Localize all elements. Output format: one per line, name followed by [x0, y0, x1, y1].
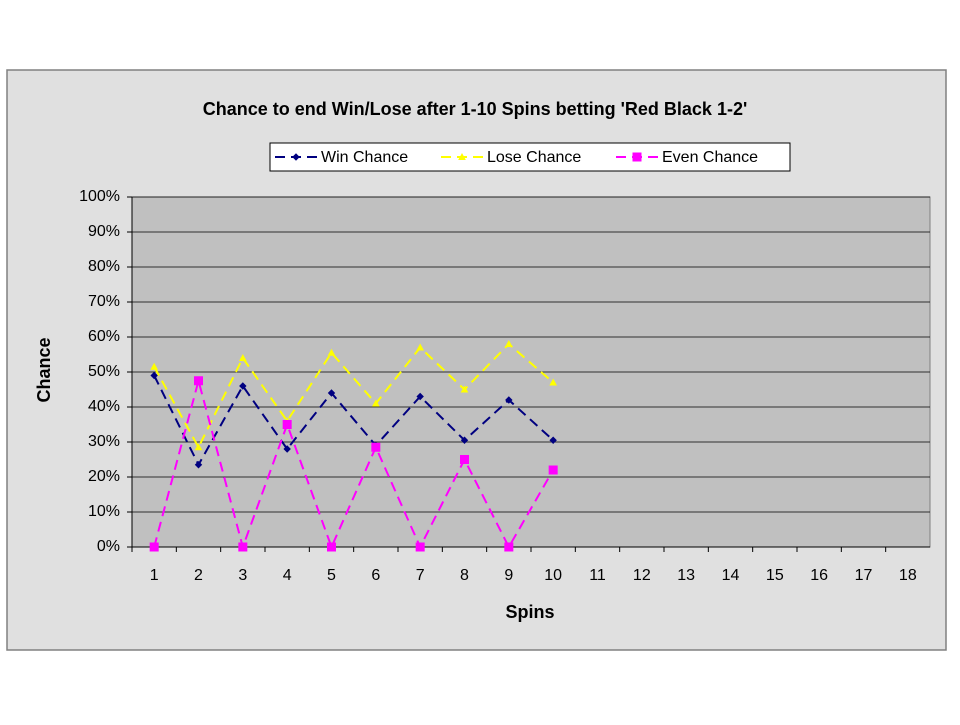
- y-tick-label: 80%: [88, 258, 120, 275]
- x-axis-label: Spins: [505, 602, 554, 622]
- x-tick-label: 16: [810, 567, 828, 584]
- y-tick-label: 60%: [88, 328, 120, 345]
- x-tick-label: 3: [238, 567, 247, 584]
- marker-square: [194, 376, 203, 386]
- x-tick-label: 14: [722, 567, 740, 584]
- y-tick-label: 10%: [88, 503, 120, 520]
- marker-triangle: [504, 339, 513, 347]
- x-tick-label: 17: [855, 567, 873, 584]
- marker-triangle: [416, 343, 425, 351]
- x-tick-label: 11: [589, 567, 606, 584]
- y-tick-label: 50%: [88, 363, 120, 380]
- marker-square: [460, 455, 469, 464]
- y-tick-label: 90%: [88, 223, 120, 240]
- x-tick-label: 15: [766, 567, 784, 584]
- marker-diamond: [505, 396, 513, 404]
- marker-triangle: [458, 152, 466, 160]
- marker-diamond: [283, 445, 291, 453]
- marker-triangle: [238, 353, 247, 361]
- x-tick-label: 4: [283, 567, 292, 584]
- x-tick-label: 2: [194, 567, 203, 584]
- marker-triangle: [150, 362, 159, 370]
- marker-diamond: [460, 436, 469, 444]
- marker-diamond: [327, 389, 336, 397]
- series-line: [153, 375, 554, 467]
- x-tick-label: 13: [677, 567, 695, 584]
- series-line: [153, 342, 554, 450]
- x-tick-label: 10: [544, 567, 562, 584]
- x-tick-label: 7: [416, 567, 425, 584]
- chart-title: Chance to end Win/Lose after 1-10 Spins …: [203, 99, 748, 119]
- marker-diamond: [239, 382, 247, 390]
- marker-square: [548, 465, 558, 475]
- x-tick-label: 12: [633, 567, 651, 584]
- marker-diamond: [549, 436, 557, 444]
- y-tick-label: 30%: [88, 433, 120, 450]
- marker-square: [282, 420, 292, 429]
- marker-triangle: [460, 385, 469, 393]
- y-tick-label: 70%: [88, 293, 120, 310]
- legend-label: Lose Chance: [487, 149, 581, 166]
- marker-diamond: [150, 371, 158, 380]
- marker-triangle: [549, 378, 558, 386]
- x-tick-label: 1: [150, 567, 159, 584]
- marker-square: [632, 152, 642, 162]
- legend: [269, 142, 791, 172]
- marker-diamond: [416, 392, 424, 401]
- y-tick-label: 0%: [97, 538, 120, 555]
- marker-triangle: [194, 443, 203, 451]
- marker-square: [371, 442, 381, 452]
- x-tick-label: 8: [460, 567, 469, 584]
- y-tick-label: 40%: [88, 398, 120, 415]
- series-line: [153, 376, 555, 551]
- marker-square: [415, 542, 425, 552]
- marker-diamond: [292, 153, 300, 161]
- x-tick-label: 6: [371, 567, 380, 584]
- y-tick-label: 20%: [88, 468, 120, 485]
- marker-triangle: [327, 348, 336, 356]
- marker-square: [149, 542, 159, 552]
- marker-diamond: [194, 461, 203, 469]
- y-tick-label: 100%: [79, 188, 120, 205]
- legend-label: Win Chance: [321, 149, 408, 166]
- y-axis-label: Chance: [34, 337, 54, 402]
- marker-square: [327, 542, 336, 552]
- x-tick-label: 5: [327, 567, 336, 584]
- marker-square: [504, 542, 514, 552]
- x-tick-label: 18: [899, 567, 917, 584]
- marker-triangle: [371, 399, 380, 407]
- marker-square: [238, 542, 248, 552]
- x-tick-label: 9: [504, 567, 513, 584]
- legend-label: Even Chance: [662, 149, 758, 166]
